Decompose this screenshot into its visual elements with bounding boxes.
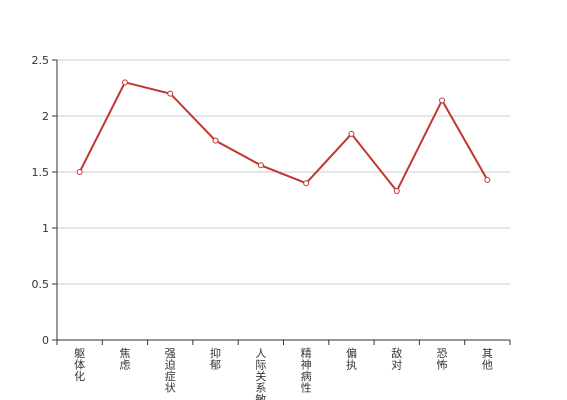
x-tick-label: 人际关系敏感	[255, 347, 266, 400]
x-tick-label: 强迫症状	[165, 347, 176, 395]
x-tick-label: 抑郁	[210, 346, 221, 372]
point	[303, 180, 310, 187]
y-tick-label: 2	[42, 110, 49, 123]
point	[121, 79, 128, 86]
x-tick-label: 敌对	[391, 346, 402, 372]
x-tick-label: 其他	[482, 347, 493, 372]
point	[76, 169, 83, 175]
x-tick-label: 焦虑	[119, 347, 130, 372]
x-tick-label: 精神病性	[301, 347, 312, 395]
line	[78, 81, 489, 193]
y-tick-label: 2.5	[32, 54, 50, 67]
point	[439, 97, 446, 104]
point	[257, 162, 264, 169]
x-tick-label: 偏执	[346, 346, 357, 372]
point	[484, 176, 491, 183]
x-tick-label: 躯体化	[74, 347, 85, 383]
y-tick-label: 1.5	[32, 166, 50, 179]
point	[348, 130, 355, 137]
point	[212, 137, 219, 144]
y-tick-label: 1	[42, 222, 49, 235]
point	[393, 188, 400, 195]
y-tick-label: 0.5	[32, 278, 50, 291]
point	[167, 90, 174, 97]
y-tick-label: 0	[42, 334, 49, 347]
x-tick-label: 恐怖	[437, 347, 448, 372]
